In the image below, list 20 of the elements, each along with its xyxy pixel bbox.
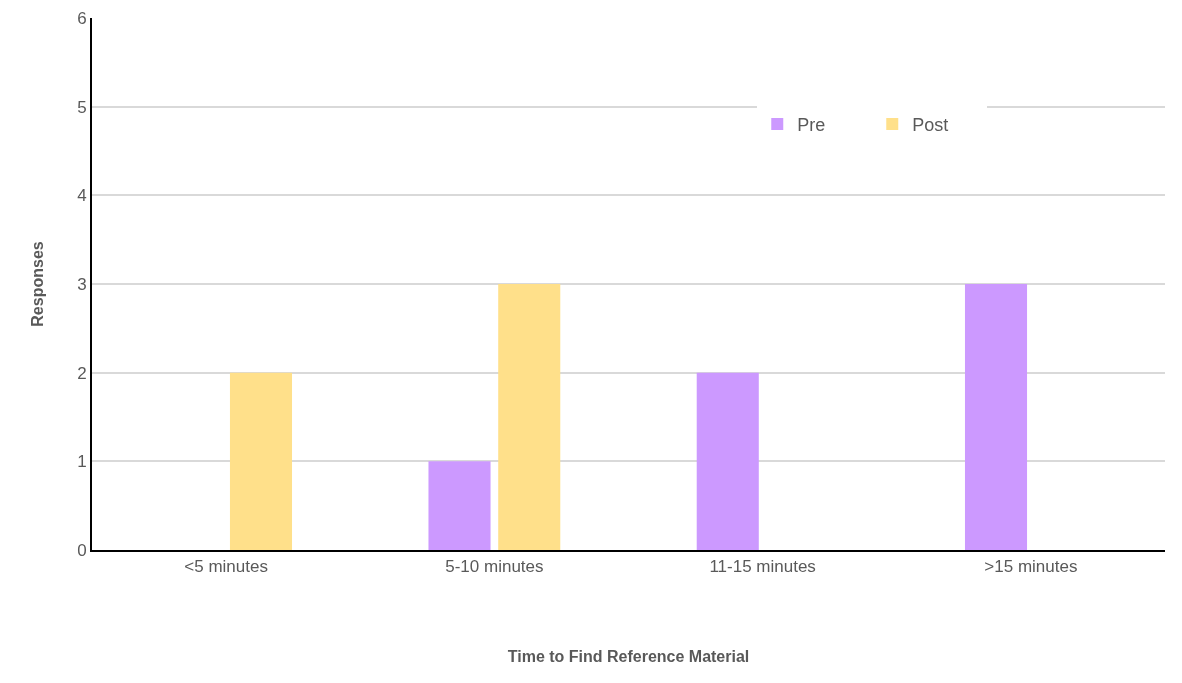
y-tick-label: 1 (77, 452, 87, 472)
y-tick-label: 2 (77, 363, 87, 383)
y-tick-label: 3 (77, 274, 87, 294)
y-tick-label: 0 (77, 540, 87, 560)
bar (964, 284, 1028, 550)
legend-label: Post (912, 115, 949, 136)
x-tick-label: 5-10 minutes (445, 557, 544, 577)
x-tick-label: >15 minutes (984, 557, 1078, 577)
x-axis-title: Time to Find Reference Material (507, 647, 750, 665)
y-tick-label: 4 (77, 186, 87, 206)
x-tick-label: 11-15 minutes (709, 557, 816, 577)
bar (498, 284, 561, 550)
y-axis-title: Responses (28, 241, 46, 327)
bar (428, 461, 491, 550)
bar (696, 372, 759, 550)
legend-label: Pre (797, 115, 826, 136)
bar (229, 372, 293, 550)
y-tick-label: 6 (77, 8, 87, 28)
y-tick-label: 5 (77, 97, 87, 117)
x-tick-label: <5 minutes (184, 557, 268, 577)
